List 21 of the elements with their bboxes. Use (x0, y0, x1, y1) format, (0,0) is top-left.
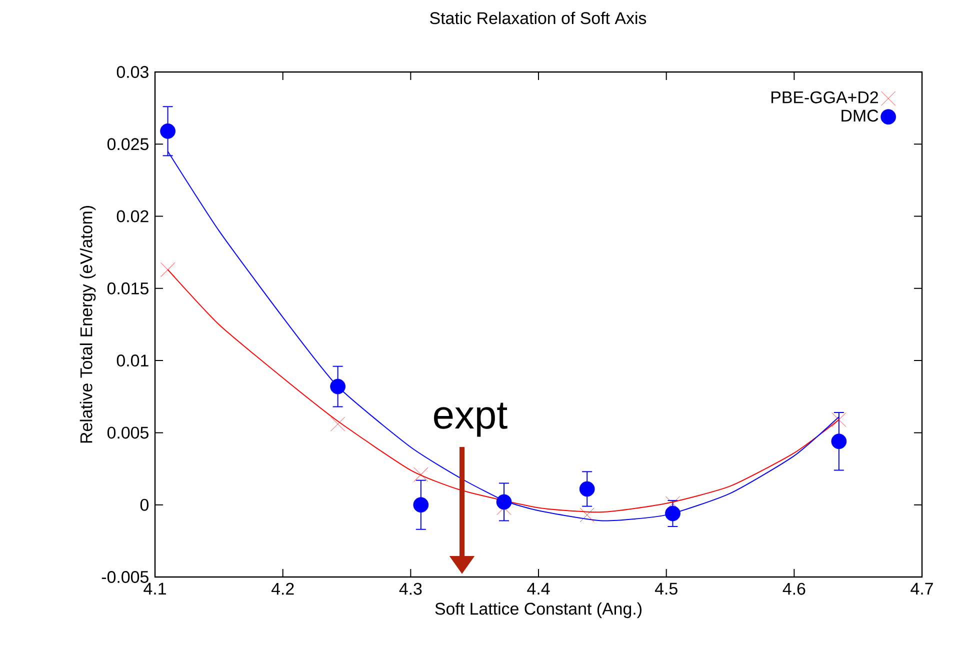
y-tick-label: 0.01 (116, 354, 148, 367)
y-tick-label: 0.015 (107, 282, 148, 294)
y-tick-label: 0.03 (116, 66, 148, 78)
x-tick-label: 4.5 (654, 582, 678, 595)
chart-title: Static Relaxation of Soft Axis (430, 12, 646, 24)
y-tick-label: 0.005 (107, 426, 148, 439)
y-tick-label: 0 (140, 498, 149, 511)
x-tick-label: 4.6 (782, 582, 806, 595)
legend-label: PBE-GGA+D2 (771, 91, 878, 104)
x-tick-label: 4.3 (399, 582, 422, 595)
legend-label: DMC (842, 110, 878, 122)
x-tick-label: 4.1 (144, 582, 166, 594)
annotation: expt (434, 402, 508, 437)
x-tick-label: 4.7 (910, 582, 933, 594)
x-tick-label: 4.4 (527, 582, 550, 594)
x-tick-label: 4.2 (271, 582, 294, 595)
y-axis-title: Relative Total Energy (eV/atom) (80, 206, 96, 443)
y-tick-label: -0.005 (102, 570, 148, 583)
x-axis-title: Soft Lattice Constant (Ang.) (435, 602, 642, 618)
y-tick-label: 0.02 (116, 210, 148, 222)
y-tick-label: 0.025 (107, 138, 148, 150)
